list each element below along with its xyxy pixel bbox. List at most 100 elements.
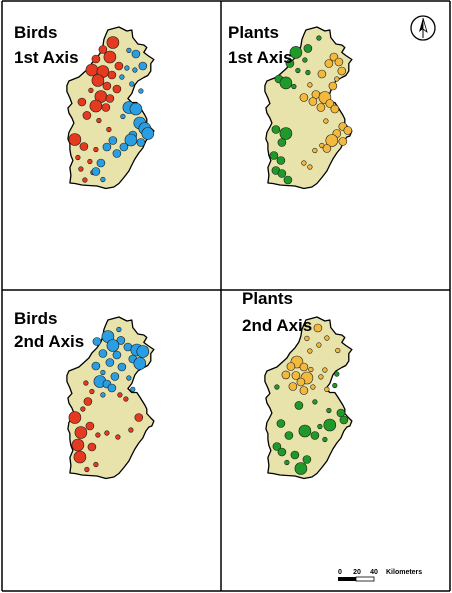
site-marker-orange	[307, 348, 313, 354]
panel-title-line2: 1st Axis	[228, 48, 293, 67]
site-marker-red	[93, 461, 99, 468]
site-marker-green	[272, 442, 282, 451]
site-marker-orange	[325, 134, 339, 147]
site-marker-orange	[330, 104, 340, 114]
site-marker-green	[277, 169, 287, 178]
site-marker-blue	[112, 149, 122, 158]
site-marker-green	[277, 138, 287, 147]
site-marker-green	[269, 151, 279, 160]
site-marker-orange	[304, 335, 310, 342]
site-marker-blue	[124, 133, 138, 147]
study-region-outline	[66, 26, 155, 190]
site-marker-green	[279, 127, 293, 140]
site-marker-blue	[98, 349, 108, 358]
site-marker-red	[83, 380, 89, 386]
site-marker-green	[322, 436, 328, 443]
panel-plants-1st-axis: Plants 1st Axis	[228, 23, 353, 190]
site-marker-green	[271, 125, 281, 134]
site-marker-red	[117, 392, 123, 398]
site-marker-red	[73, 450, 87, 464]
scale-bar: 0 20 40 Kilometers	[338, 569, 422, 582]
site-marker-orange	[322, 367, 328, 373]
site-marker-green	[276, 156, 286, 165]
site-marker-orange	[308, 366, 314, 373]
site-marker-red	[96, 117, 102, 124]
site-marker-red	[89, 388, 95, 395]
site-marker-red	[95, 432, 101, 438]
site-marker-red	[98, 45, 108, 54]
panel-birds-1st-axis: Birds 1st Axis	[14, 23, 155, 190]
panel-title-line2: 1st Axis	[14, 48, 79, 67]
site-marker-orange	[324, 335, 330, 341]
site-marker-orange	[334, 57, 344, 67]
site-marker-red	[87, 158, 93, 165]
panel-title-line1: Birds	[14, 309, 57, 328]
site-marker-blue	[129, 81, 135, 87]
site-marker-orange	[310, 384, 316, 390]
site-marker-red	[68, 133, 82, 146]
site-marker-blue	[124, 65, 130, 71]
site-marker-orange	[296, 377, 306, 387]
site-marker-green	[274, 384, 280, 390]
site-marker-green	[294, 462, 308, 475]
site-marker-red	[134, 413, 144, 422]
site-marker-red	[106, 126, 112, 133]
site-marker-blue	[100, 176, 106, 183]
site-marker-green	[277, 447, 287, 457]
site-marker-green	[302, 57, 308, 63]
site-marker-blue	[132, 67, 138, 73]
site-marker-red	[85, 63, 99, 77]
site-marker-green	[276, 419, 286, 428]
site-marker-blue	[133, 357, 147, 370]
site-marker-green	[302, 455, 312, 464]
panel-title-line2: 2nd Axis	[242, 316, 312, 335]
site-marker-blue	[110, 372, 120, 381]
map-area	[264, 26, 353, 190]
site-marker-red	[105, 94, 115, 103]
site-marker-red	[75, 154, 81, 161]
site-marker-blue	[141, 127, 155, 140]
site-marker-red	[106, 36, 120, 49]
site-marker-green	[290, 450, 300, 460]
site-marker-blue	[92, 337, 102, 346]
north-arrow-icon	[410, 15, 436, 41]
site-marker-green	[310, 431, 320, 440]
site-marker-red	[91, 54, 101, 64]
site-marker-blue	[126, 47, 132, 54]
site-marker-blue	[112, 350, 122, 360]
site-marker-blue	[116, 336, 126, 345]
site-marker-red	[84, 466, 90, 473]
site-marker-red	[78, 166, 84, 172]
site-marker-green	[291, 83, 297, 90]
site-marker-green	[316, 35, 322, 41]
site-marker-blue	[130, 386, 136, 393]
site-marker-orange	[299, 93, 309, 102]
site-marker-orange	[328, 81, 338, 91]
site-marker-orange	[313, 323, 323, 333]
site-marker-orange	[322, 144, 332, 153]
site-marker-blue	[126, 375, 132, 381]
site-marker-orange	[316, 103, 326, 112]
site-marker-red	[103, 50, 117, 64]
site-marker-blue	[96, 158, 106, 168]
site-marker-red	[85, 421, 95, 431]
site-marker-orange	[343, 126, 353, 135]
site-marker-orange	[323, 118, 329, 124]
site-marker-green	[283, 175, 293, 185]
site-marker-orange	[334, 76, 340, 82]
panel-title-line2: 2nd Axis	[14, 332, 84, 351]
site-marker-green	[289, 46, 303, 59]
site-marker-red	[68, 411, 82, 424]
site-marker-green	[332, 382, 338, 389]
site-marker-orange	[307, 82, 313, 88]
scale-tick-0: 0	[338, 569, 342, 576]
site-marker-orange	[308, 97, 318, 106]
site-marker-blue	[106, 339, 120, 352]
scale-bar-segment-dark	[338, 577, 356, 581]
site-marker-red	[101, 103, 111, 112]
site-marker-blue	[136, 138, 146, 147]
site-marker-blue	[116, 326, 122, 333]
site-marker-blue	[108, 136, 118, 145]
site-marker-blue	[100, 369, 106, 376]
